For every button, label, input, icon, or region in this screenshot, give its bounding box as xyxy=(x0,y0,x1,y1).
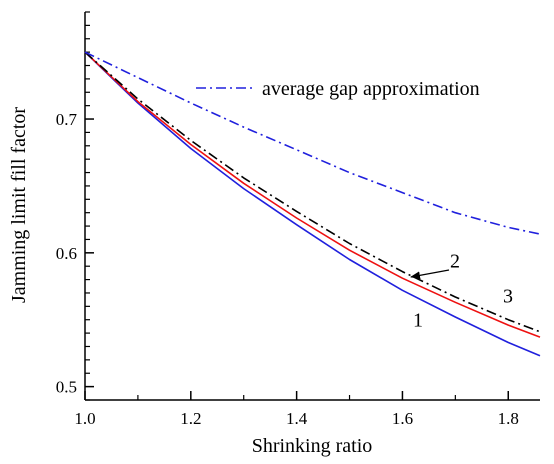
series-line-3 xyxy=(84,51,541,333)
annotation-label-1: 1 xyxy=(413,309,423,331)
legend: average gap approximation xyxy=(196,78,480,100)
x-tick-label: 1.8 xyxy=(498,409,519,428)
axes xyxy=(84,12,540,401)
annotations-layer: 1 2 3 xyxy=(410,251,513,331)
x-axis-title: Shrinking ratio xyxy=(252,435,373,457)
annotation-arrow xyxy=(410,269,450,280)
y-axis-title: Jamming limit fill factor xyxy=(8,107,30,303)
y-tick-label: 0.6 xyxy=(56,244,77,263)
y-tick-label: 0.5 xyxy=(56,378,77,397)
x-tick-label: 1.6 xyxy=(392,409,413,428)
series-layer xyxy=(84,51,541,357)
series-line-2 xyxy=(84,51,541,338)
x-tick-label: 1.2 xyxy=(180,409,201,428)
annotation-label-2: 2 xyxy=(450,251,460,273)
series-line-1 xyxy=(84,51,541,357)
x-tick-label: 1.4 xyxy=(286,409,308,428)
y-tick-label: 0.7 xyxy=(56,110,78,129)
legend-label: average gap approximation xyxy=(262,78,480,100)
annotation-label-3: 3 xyxy=(503,285,513,307)
x-ticks: 1.0 1.2 1.4 1.6 1.8 xyxy=(74,391,519,428)
x-tick-label: 1.0 xyxy=(74,409,95,428)
y-ticks: 0.5 0.6 0.7 xyxy=(56,11,94,401)
series-line-4 xyxy=(84,51,541,235)
